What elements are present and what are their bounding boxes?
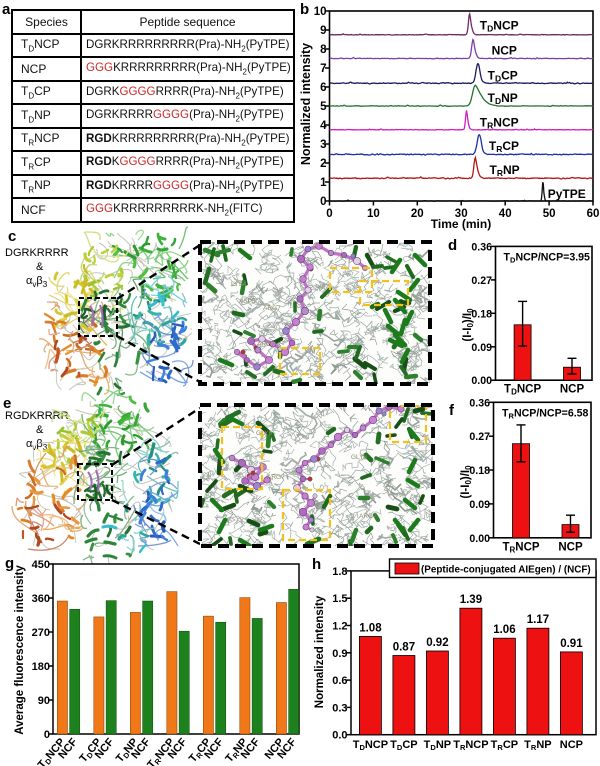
svg-text:(Peptide-conjugated AIEgen) /: (Peptide-conjugated AIEgen) / (NCF) — [421, 565, 591, 576]
svg-text:7: 7 — [320, 63, 326, 75]
svg-text:10: 10 — [367, 208, 380, 220]
svg-text:PyTPE: PyTPE — [548, 187, 586, 201]
svg-text:TDCP: TDCP — [390, 739, 417, 752]
svg-text:TRCP: TRCP — [491, 739, 518, 752]
svg-text:1.06: 1.06 — [493, 624, 515, 636]
svg-text:40: 40 — [499, 208, 512, 220]
svg-text:0.6: 0.6 — [332, 675, 347, 687]
svg-text:0.0: 0.0 — [332, 730, 347, 742]
svg-text:Normalized intensity: Normalized intensity — [299, 43, 313, 165]
svg-text:TDNCP: TDNCP — [504, 384, 541, 397]
svg-text:TDCP: TDCP — [488, 68, 518, 83]
svg-text:Time (min): Time (min) — [431, 217, 491, 231]
svg-text:0.36: 0.36 — [469, 397, 490, 409]
svg-text:0.3: 0.3 — [332, 702, 347, 714]
svg-text:TDNCP/NCP=3.95: TDNCP/NCP=3.95 — [504, 251, 590, 264]
svg-text:0: 0 — [44, 729, 50, 741]
svg-text:TRNCP/NCP=6.58: TRNCP/NCP=6.58 — [502, 407, 588, 420]
svg-text:0.87: 0.87 — [393, 642, 415, 654]
svg-text:9: 9 — [320, 25, 326, 37]
svg-text:450: 450 — [32, 559, 50, 571]
svg-text:TDNCP: TDNCP — [480, 19, 519, 34]
svg-text:NCP: NCP — [492, 44, 517, 58]
svg-text:TRNP: TRNP — [490, 163, 520, 178]
svg-text:5: 5 — [320, 101, 327, 113]
svg-text:TRNP: TRNP — [524, 739, 551, 752]
svg-text:1: 1 — [320, 177, 327, 189]
svg-text:TRNCP: TRNCP — [502, 542, 539, 555]
svg-text:0: 0 — [326, 208, 332, 220]
svg-text:4: 4 — [320, 120, 327, 132]
svg-text:50: 50 — [543, 208, 556, 220]
svg-text:0.00: 0.00 — [471, 375, 492, 387]
svg-text:GLY6: GLY6 — [256, 430, 273, 437]
svg-text:0.09: 0.09 — [469, 499, 490, 511]
svg-text:0: 0 — [320, 196, 326, 208]
svg-text:Average fluorescence intensity: Average fluorescence intensity — [14, 565, 26, 735]
svg-text:0.09: 0.09 — [471, 342, 492, 354]
svg-text:270: 270 — [32, 627, 50, 639]
svg-text:180: 180 — [32, 661, 50, 673]
svg-text:TDNP: TDNP — [488, 91, 518, 106]
svg-text:1.2: 1.2 — [332, 621, 347, 633]
svg-text:8: 8 — [320, 44, 327, 56]
svg-text:1.17: 1.17 — [527, 614, 549, 626]
svg-text:TRNCP: TRNCP — [480, 115, 519, 130]
svg-text:90: 90 — [38, 695, 50, 707]
svg-text:0.18: 0.18 — [469, 465, 490, 477]
svg-text:TDNP: TDNP — [424, 739, 451, 752]
svg-text:ARG7: ARG7 — [263, 305, 281, 312]
svg-text:TRNCP: TRNCP — [453, 739, 488, 752]
svg-text:(I-I0)/I0: (I-I0)/I0 — [460, 465, 473, 499]
svg-text:30: 30 — [455, 208, 468, 220]
svg-text:0.00: 0.00 — [469, 533, 490, 545]
svg-text:1.08: 1.08 — [359, 622, 382, 634]
svg-text:NCP: NCP — [560, 739, 583, 751]
svg-text:10: 10 — [314, 6, 327, 18]
svg-text:6: 6 — [320, 82, 326, 94]
svg-text:NCP: NCP — [558, 542, 583, 554]
svg-text:360: 360 — [32, 593, 50, 605]
svg-text:0.9: 0.9 — [332, 648, 347, 660]
svg-text:0.27: 0.27 — [469, 431, 490, 443]
svg-text:Normalized intensity: Normalized intensity — [314, 595, 326, 708]
svg-text:1.8: 1.8 — [332, 566, 347, 578]
svg-text:1.39: 1.39 — [460, 594, 482, 606]
svg-text:1.5: 1.5 — [332, 593, 347, 605]
svg-text:0.91: 0.91 — [560, 638, 583, 650]
svg-text:ARG7: ARG7 — [359, 513, 377, 520]
svg-text:ASP3: ASP3 — [239, 298, 256, 305]
svg-text:ARG7: ARG7 — [267, 474, 285, 481]
svg-text:3: 3 — [320, 139, 326, 151]
svg-text:0.27: 0.27 — [471, 275, 492, 287]
svg-text:TDNCP: TDNCP — [353, 739, 388, 752]
svg-text:60: 60 — [587, 208, 600, 220]
svg-text:LYS4: LYS4 — [231, 281, 247, 288]
svg-text:(I-I0)/I0: (I-I0)/I0 — [462, 308, 475, 342]
svg-text:GLY6: GLY6 — [351, 454, 368, 461]
svg-text:ARG7: ARG7 — [257, 341, 275, 348]
svg-text:20: 20 — [411, 208, 424, 220]
svg-text:TRCP: TRCP — [489, 139, 519, 154]
svg-text:0.36: 0.36 — [471, 241, 492, 253]
svg-text:0.92: 0.92 — [426, 637, 448, 649]
svg-text:NCP: NCP — [560, 384, 585, 396]
svg-text:2: 2 — [320, 158, 326, 170]
svg-text:0.18: 0.18 — [471, 308, 492, 320]
